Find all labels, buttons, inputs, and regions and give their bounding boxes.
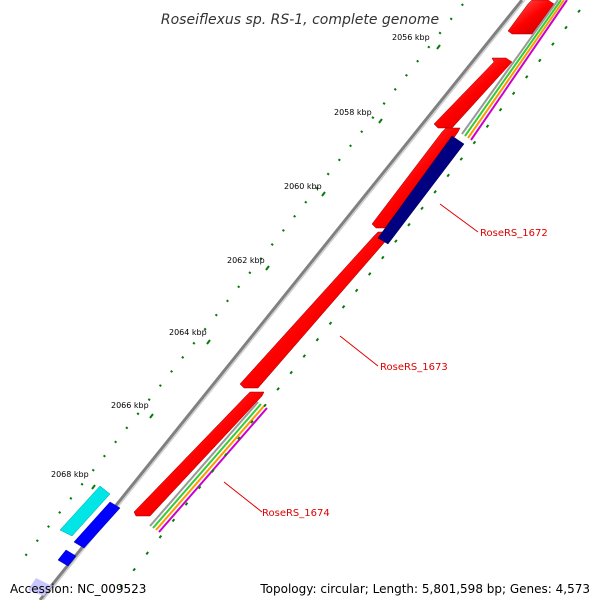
gene-label-1672[interactable]: RoseRS_1672 [480,228,548,239]
backbone [38,0,526,600]
map-title: Roseiflexus sp. RS-1, complete genome [161,12,439,28]
callout-lines [223,203,479,513]
forward-cds-track [133,0,555,517]
genome-summary: Topology: circular; Length: 5,801,598 bp… [260,582,590,596]
ruler-label-2062: 2062 kbp [227,256,265,265]
gene-arrow-reverse-1672[interactable] [377,135,465,245]
gene-arrow[interactable] [433,57,513,129]
ruler-label-2066: 2066 kbp [111,401,149,410]
ruler-label-2064: 2064 kbp [169,328,207,337]
ruler-label-2056: 2056 kbp [392,33,430,42]
inner-ticks [109,9,581,600]
gene-arrow-roseRS-1674[interactable] [133,391,265,517]
ruler-label-2060: 2060 kbp [284,182,322,191]
ruler-label-2058: 2058 kbp [334,108,372,117]
gene-label-1673[interactable]: RoseRS_1673 [380,362,448,373]
gene-arrow[interactable] [507,0,555,35]
blue-feature[interactable] [73,501,121,549]
gene-label-1674[interactable]: RoseRS_1674 [262,508,330,519]
ruler-label-2068: 2068 kbp [51,470,89,479]
blue-feature-small[interactable] [57,549,77,567]
accession-text: Accession: NC_009523 [10,582,147,596]
ruler-major-ticks [91,44,441,490]
cyan-feature[interactable] [59,485,111,537]
light-blue-feature [28,578,52,596]
gene-arrow-roseRS-1672[interactable] [371,127,461,229]
lower-left-features [28,485,121,596]
